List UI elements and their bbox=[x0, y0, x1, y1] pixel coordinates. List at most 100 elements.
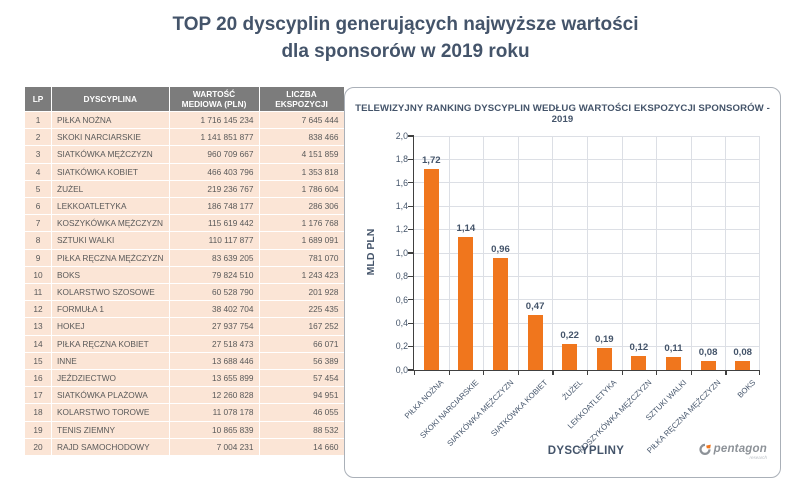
table-row: 5 ŻUŻEL 219 236 767 1 786 604 bbox=[25, 180, 344, 198]
row-exposures: 94 951 bbox=[259, 387, 344, 404]
row-media-value: 219 236 767 bbox=[169, 180, 259, 198]
row-media-value: 27 518 473 bbox=[169, 335, 259, 352]
row-lp: 3 bbox=[25, 146, 51, 163]
row-media-value: 60 528 790 bbox=[169, 284, 259, 301]
row-discipline: SIATKÓWKA PLAŻOWA bbox=[52, 387, 169, 404]
row-media-value: 110 117 877 bbox=[169, 232, 259, 249]
row-lp: 4 bbox=[25, 163, 51, 180]
row-discipline: KOLARSTWO SZOSOWE bbox=[52, 284, 169, 301]
row-media-value: 960 709 667 bbox=[169, 146, 259, 163]
row-exposures: 57 454 bbox=[259, 370, 344, 387]
chart-title: TELEWIZYJNY RANKING DYSCYPLIN WEDŁUG WAR… bbox=[355, 103, 770, 125]
row-discipline: SZTUKI WALKI bbox=[52, 232, 169, 249]
row-lp: 10 bbox=[25, 266, 51, 284]
v-gridline bbox=[517, 136, 519, 370]
row-media-value: 83 639 205 bbox=[169, 249, 259, 266]
table-header: LP DYSCYPLINA WARTOŚĆ MEDIOWA (PLN) LICZ… bbox=[25, 87, 344, 111]
row-discipline: TENIS ZIEMNY bbox=[52, 421, 169, 438]
row-media-value: 27 937 754 bbox=[169, 318, 259, 335]
y-tick-mark bbox=[408, 345, 414, 348]
bar-value-label: 0,19 bbox=[594, 333, 614, 345]
v-gridline bbox=[587, 136, 588, 370]
row-exposures: 286 306 bbox=[259, 198, 344, 215]
table-row: 9 PIŁKA RĘCZNA MĘŻCZYZN 83 639 205 781 070 bbox=[25, 249, 344, 266]
table-row: 17 SIATKÓWKA PLAŻOWA 12 260 828 94 951 bbox=[25, 387, 344, 404]
row-media-value: 186 748 177 bbox=[169, 198, 259, 215]
y-tick-mark bbox=[408, 182, 414, 184]
x-axis-title: DYSCYPLINY bbox=[547, 445, 625, 457]
table-row: 12 FORMUŁA 1 38 402 704 225 435 bbox=[25, 301, 344, 318]
v-gridline bbox=[725, 136, 727, 370]
row-exposures: 1 689 091 bbox=[259, 232, 344, 249]
bar bbox=[666, 357, 681, 370]
row-lp: 20 bbox=[25, 438, 51, 456]
bar-value-label: 0,96 bbox=[491, 243, 510, 255]
row-lp: 2 bbox=[25, 129, 51, 146]
y-tick-mark bbox=[408, 369, 414, 371]
row-media-value: 13 655 899 bbox=[169, 370, 259, 387]
table-row: 16 JEŹDZIECTWO 13 655 899 57 454 bbox=[25, 370, 344, 387]
row-media-value: 10 865 839 bbox=[169, 421, 259, 438]
bar bbox=[458, 236, 474, 370]
bar-value-label: 0,08 bbox=[698, 346, 718, 358]
row-exposures: 1 353 818 bbox=[259, 163, 344, 180]
row-discipline: HOKEJ bbox=[52, 318, 169, 335]
pentagon-logo-subtext: research bbox=[749, 455, 767, 460]
y-tick-label: 2,0 bbox=[395, 130, 408, 141]
table-row: 3 SIATKÓWKA MĘŻCZYZN 960 709 667 4 151 859 bbox=[25, 146, 344, 163]
y-tick-label: 1,0 bbox=[395, 247, 408, 258]
row-discipline: SKOKI NARCIARSKIE bbox=[52, 129, 169, 146]
y-tick-mark bbox=[408, 228, 414, 231]
bar bbox=[562, 344, 578, 370]
row-media-value: 79 824 510 bbox=[169, 266, 259, 284]
table-row: 13 HOKEJ 27 937 754 167 252 bbox=[25, 318, 344, 335]
row-discipline: ŻUŻEL bbox=[52, 180, 169, 198]
table-row: 11 KOLARSTWO SZOSOWE 60 528 790 201 928 bbox=[25, 284, 344, 301]
row-discipline: KOSZYKÓWKA MĘŻCZYZN bbox=[52, 215, 169, 232]
bar bbox=[527, 315, 543, 370]
v-gridline bbox=[621, 136, 623, 370]
bar bbox=[596, 347, 612, 370]
row-lp: 8 bbox=[25, 232, 51, 249]
row-exposures: 56 389 bbox=[259, 352, 344, 370]
row-exposures: 1 786 604 bbox=[259, 180, 344, 198]
table-body: 1 PIŁKA NOŻNA 1 716 145 234 7 645 444 2 SKOKI… bbox=[25, 112, 344, 456]
x-tick-mark bbox=[759, 371, 761, 376]
row-lp: 17 bbox=[25, 387, 51, 404]
row-exposures: 46 055 bbox=[259, 404, 344, 421]
row-lp: 5 bbox=[25, 180, 51, 198]
table-row: 7 KOSZYKÓWKA MĘŻCZYZN 115 619 442 1 176 768 bbox=[25, 215, 344, 232]
row-discipline: INNE bbox=[52, 352, 169, 370]
row-media-value: 115 619 442 bbox=[169, 215, 259, 232]
bar-value-label: 0,08 bbox=[733, 346, 753, 358]
v-gridline bbox=[483, 136, 485, 370]
row-exposures: 225 435 bbox=[259, 301, 344, 318]
v-gridline bbox=[656, 136, 658, 370]
row-discipline: SIATKÓWKA KOBIET bbox=[52, 163, 169, 180]
row-media-value: 11 078 178 bbox=[169, 404, 259, 421]
y-tick-mark bbox=[408, 205, 414, 207]
row-exposures: 781 070 bbox=[259, 249, 344, 266]
bar-value-label: 0,11 bbox=[664, 343, 683, 355]
row-lp: 13 bbox=[25, 318, 51, 335]
page-title-line-2: dla sponsorów w 2019 roku bbox=[281, 41, 530, 62]
v-gridline bbox=[448, 136, 450, 370]
y-tick-mark bbox=[408, 275, 414, 278]
bar-value-label: 0,12 bbox=[629, 341, 649, 353]
y-tick-label: 1,2 bbox=[395, 224, 408, 235]
row-lp: 18 bbox=[25, 404, 51, 421]
bar-value-label: 1,72 bbox=[421, 154, 441, 166]
row-discipline: PIŁKA NOŻNA bbox=[52, 112, 169, 129]
row-media-value: 38 402 704 bbox=[169, 301, 259, 318]
row-lp: 19 bbox=[25, 421, 51, 438]
row-media-value: 7 004 231 bbox=[169, 438, 259, 456]
row-lp: 6 bbox=[25, 198, 51, 215]
row-discipline: LEKKOATLETYKA bbox=[52, 198, 169, 215]
header-exposures: LICZBA EKSPOZYCJI bbox=[259, 87, 344, 111]
v-gridline bbox=[690, 136, 692, 370]
x-tick-mark bbox=[690, 371, 693, 376]
page-title-line-1: TOP 20 dyscyplin generujących najwyższe … bbox=[172, 14, 639, 35]
row-exposures: 1 176 768 bbox=[259, 215, 344, 232]
row-discipline: RAJD SAMOCHODOWY bbox=[52, 438, 169, 456]
bar-value-label: 0,47 bbox=[525, 301, 545, 312]
